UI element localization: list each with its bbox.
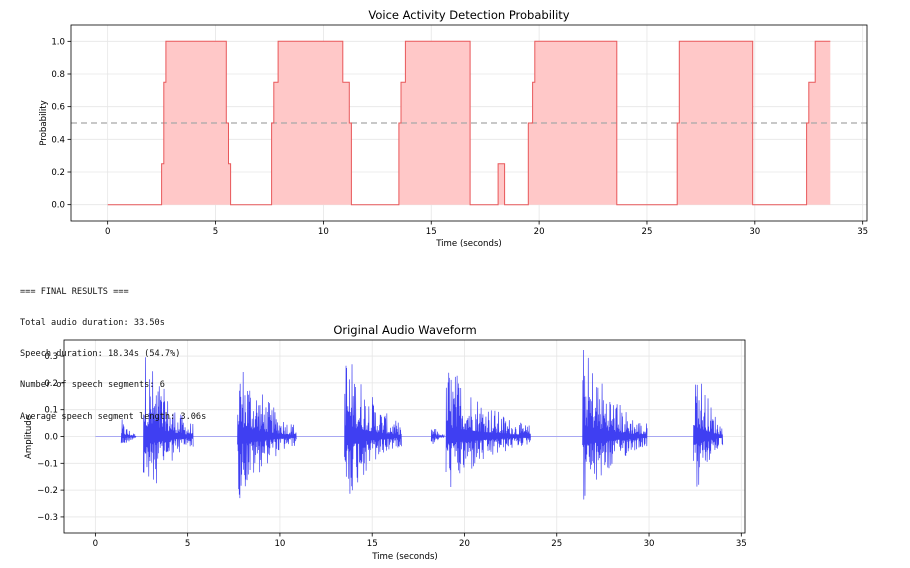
wf-x-tick-label: 20	[459, 539, 470, 549]
vad-x-tick-label: 10	[318, 227, 329, 237]
wf-x-tick-label: 0	[93, 539, 98, 549]
vad-x-tick-label: 0	[105, 227, 110, 237]
vad-chart: Voice Activity Detection Probability 0 5 1…	[39, 8, 868, 249]
waveform-y-axis-label: Amplitude	[24, 415, 34, 459]
waveform-chart-title: Original Audio Waveform	[333, 323, 476, 337]
vad-x-axis-label: Time (seconds)	[435, 239, 502, 249]
results-output: === FINAL RESULTS === Total audio durati…	[20, 266, 206, 432]
vad-y-axis: 0.0 0.2 0.4 0.6 0.8 1.0	[51, 37, 71, 211]
vad-x-tick-label: 30	[749, 227, 760, 237]
vad-y-tick-label: 1.0	[51, 37, 65, 47]
wf-y-tick-label: 0.0	[44, 433, 58, 443]
vad-y-tick-label: 0.6	[51, 103, 65, 113]
vad-y-tick-label: 0.2	[51, 168, 65, 178]
wf-y-tick-label: −0.1	[37, 459, 58, 469]
waveform-chart: Original Audio Waveform 0 5 10 15 20 25 30 35 −…	[24, 323, 747, 562]
vad-x-axis: 0 5 10 15 20 25 30 35	[105, 221, 868, 237]
waveform-y-axis: −0.3 −0.2 −0.1 0.0 0.1 0.2 0.3	[37, 352, 64, 523]
vad-x-tick-label: 25	[641, 227, 652, 237]
wf-x-tick-label: 15	[367, 539, 378, 549]
vad-probability-fill	[107, 41, 831, 205]
vad-y-tick-label: 0.0	[51, 201, 65, 211]
vad-x-tick-label: 15	[426, 227, 437, 237]
wf-y-tick-label: 0.3	[44, 352, 58, 362]
waveform-signal	[120, 349, 724, 500]
wf-y-tick-label: −0.3	[37, 513, 58, 523]
vad-y-tick-label: 0.4	[51, 135, 65, 145]
results-average-length: Average speech segment length: 3.06s	[20, 411, 207, 422]
wf-y-tick-label: 0.2	[44, 379, 58, 389]
vad-y-tick-label: 0.8	[51, 70, 65, 80]
wf-x-tick-label: 30	[644, 539, 655, 549]
wf-x-tick-label: 10	[274, 539, 285, 549]
wf-y-tick-label: 0.1	[44, 406, 58, 416]
waveform-x-axis-label: Time (seconds)	[371, 552, 438, 562]
vad-probability-line	[107, 40, 831, 206]
vad-x-tick-label: 20	[534, 227, 545, 237]
wf-x-tick-label: 5	[185, 539, 190, 549]
vad-chart-title: Voice Activity Detection Probability	[368, 8, 569, 22]
vad-plot-frame	[70, 24, 868, 222]
results-total-duration: Total audio duration: 33.50s	[20, 318, 165, 329]
wf-y-tick-label: −0.2	[37, 486, 58, 496]
results-segment-count: Number of speech segments: 6	[20, 380, 165, 391]
wf-x-tick-label: 25	[551, 539, 562, 549]
waveform-x-axis: 0 5 10 15 20 25 30 35	[93, 533, 747, 549]
results-speech-duration: Speech duration: 18.34s (54.7%)	[20, 349, 181, 360]
wf-x-tick-label: 35	[736, 539, 747, 549]
vad-y-axis-label: Probability	[39, 100, 49, 145]
results-header: === FINAL RESULTS ===	[20, 286, 129, 297]
vad-x-tick-label: 35	[857, 227, 868, 237]
vad-x-tick-label: 5	[213, 227, 218, 237]
